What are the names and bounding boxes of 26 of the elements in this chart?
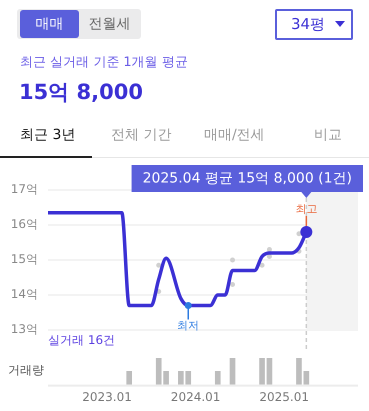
point [230, 258, 236, 262]
y-axis-title: 거래량 [8, 362, 44, 379]
point [260, 262, 265, 268]
text: 비교 [314, 126, 342, 144]
text: 매매 [20, 10, 79, 38]
chart-title: 15억 8,000 [19, 79, 143, 106]
y-tick-label: 17억 [10, 182, 38, 196]
chart-subtitle: 최근 실거래 기준 1개월 평균 [20, 54, 188, 71]
annotation: 최고 [295, 202, 318, 216]
text: 실거래 16건 [48, 333, 116, 348]
text: 전월세 [79, 10, 140, 38]
point [266, 247, 272, 252]
text: 전체 기간 [111, 126, 172, 144]
x-tick-label: 2024.01 [170, 390, 220, 404]
text: 매매/전세 [204, 126, 265, 144]
y-tick-label: 13억 [10, 322, 38, 336]
y-tick-label: 14억 [10, 287, 38, 302]
text: 최근 3년 [20, 126, 76, 144]
text: 2025.04 평균 15억 8,000 (1건) [142, 170, 352, 187]
text: 34평 [291, 15, 326, 34]
y-tick-label: 15억 [10, 252, 38, 266]
x-tick-label: 2025.01 [259, 390, 310, 404]
x-tick-label: 2023.01 [82, 390, 132, 404]
annotation: 최저 [177, 318, 200, 332]
y-tick-label: 16억 [10, 217, 38, 232]
point [230, 282, 236, 287]
